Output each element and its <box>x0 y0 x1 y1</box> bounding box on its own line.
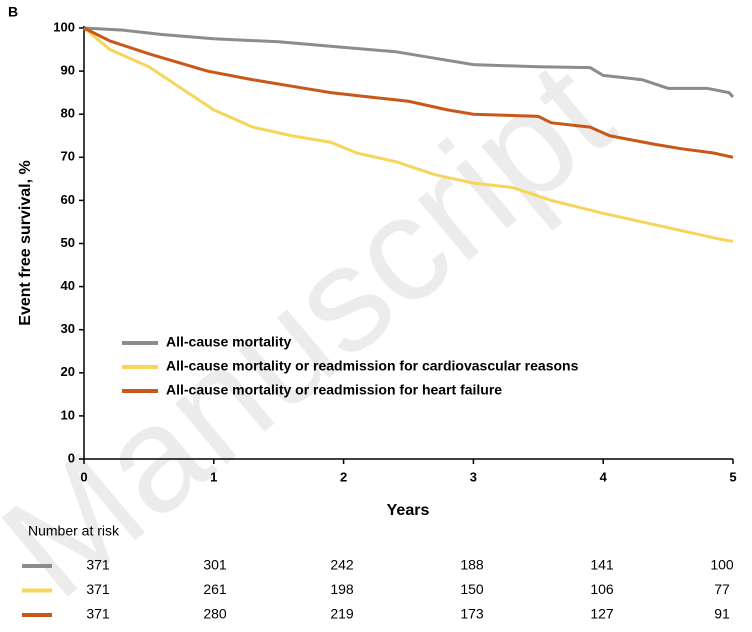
y-tick-label: 40 <box>61 278 75 293</box>
y-tick-label: 20 <box>61 364 75 379</box>
y-tick-label: 50 <box>61 235 75 250</box>
x-tick-label: 5 <box>729 469 736 484</box>
survival-curve <box>83 26 734 243</box>
x-tick-label: 0 <box>80 469 87 484</box>
risk-title: Number at risk <box>28 523 120 539</box>
risk-value: 301 <box>203 557 227 573</box>
survival-curve <box>83 26 734 159</box>
risk-value: 141 <box>590 557 614 573</box>
risk-value: 188 <box>460 557 484 573</box>
y-tick-label: 60 <box>61 192 75 207</box>
x-tick-label: 2 <box>340 469 347 484</box>
risk-value: 198 <box>330 581 354 597</box>
y-tick-label: 90 <box>61 63 75 78</box>
risk-value: 371 <box>86 557 110 573</box>
x-tick-label: 1 <box>210 469 217 484</box>
risk-value: 173 <box>460 606 484 622</box>
legend-label: All-cause mortality or readmission for c… <box>166 358 579 374</box>
risk-value: 280 <box>203 606 227 622</box>
legend-label: All-cause mortality or readmission for h… <box>166 382 502 398</box>
legend-label: All-cause mortality <box>166 334 291 350</box>
risk-value: 127 <box>590 606 614 622</box>
x-tick-label: 4 <box>600 469 608 484</box>
y-tick-label: 0 <box>68 450 75 465</box>
risk-value: 219 <box>330 606 354 622</box>
panel-label: B <box>8 4 18 20</box>
y-tick-label: 10 <box>61 407 75 422</box>
risk-value: 242 <box>330 557 354 573</box>
y-axis-label: Event free survival, % <box>17 160 34 325</box>
y-tick-label: 30 <box>61 321 75 336</box>
risk-value: 371 <box>86 606 110 622</box>
y-tick-label: 80 <box>61 106 75 121</box>
y-tick-label: 70 <box>61 149 75 164</box>
risk-value: 261 <box>203 581 227 597</box>
y-tick-label: 100 <box>53 19 75 34</box>
survival-curve <box>83 26 735 98</box>
risk-value: 371 <box>86 581 110 597</box>
risk-value: 91 <box>714 606 730 622</box>
risk-value: 106 <box>590 581 614 597</box>
risk-value: 150 <box>460 581 484 597</box>
risk-value: 77 <box>714 581 730 597</box>
x-tick-label: 3 <box>470 469 477 484</box>
risk-value: 100 <box>710 557 734 573</box>
x-axis-label: Years <box>387 502 430 519</box>
